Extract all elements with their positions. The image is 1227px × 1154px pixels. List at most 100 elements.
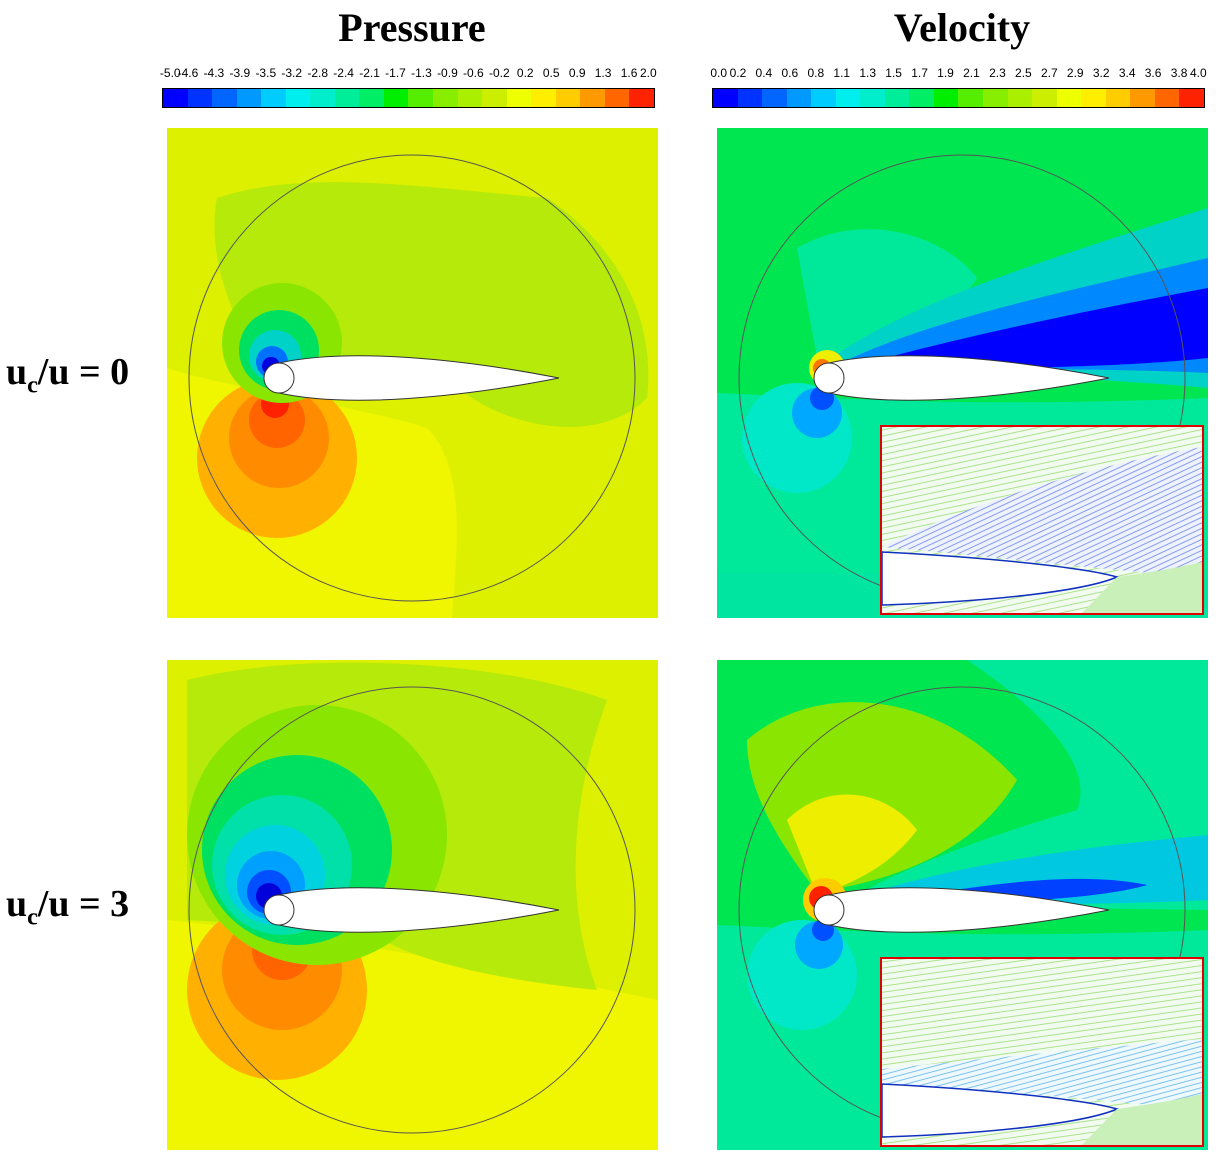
row-label-0: uc/u = 0 — [6, 350, 129, 400]
pressure-colorbar-tick-label: -2.4 — [333, 66, 354, 80]
velocity-colorbar-swatch — [1179, 89, 1204, 107]
velocity-colorbar-tick-label: 0.8 — [807, 66, 825, 80]
pressure-colorbar-tick-label: -3.5 — [255, 66, 277, 80]
velocity-colorbar-tick-label: 1.5 — [885, 66, 902, 80]
velocity-colorbar-tick-label: 0.0 — [710, 66, 728, 80]
pressure-colorbar-tick-label: -0.2 — [488, 66, 510, 80]
velocity-colorbar-tick-label: 1.7 — [911, 66, 928, 80]
velocity-colorbar-tick-label: 3.6 — [1144, 66, 1162, 80]
velocity-colorbar-swatch — [1130, 89, 1155, 107]
pressure-colorbar-swatch — [531, 89, 556, 107]
pressure-colorbar-ticks: -5.0 -4.6 -4.3 -3.9 -3.5 -3.2 -2.8 -2.4 -2.1 -1.7… — [159, 66, 657, 84]
pressure-colorbar-tick-label: 1.6 — [620, 66, 638, 80]
pressure-colorbar-tick-label: -2.8 — [307, 66, 329, 80]
row-label-3: uc/u = 3 — [6, 882, 129, 932]
velocity-colorbar-swatch — [933, 89, 959, 107]
velocity-colorbar: 0.0 0.2 0.4 0.6 0.8 1.1 1.3 1.5 1.7 1.9 2.1 2.3 2.5 2… — [710, 66, 1207, 114]
velocity-colorbar-tick-label: 3.8 — [1170, 66, 1188, 80]
row-label-rest: /u = 3 — [37, 883, 130, 925]
pressure-colorbar-swatch — [261, 89, 286, 107]
pressure-colorbar-swatch — [334, 89, 360, 107]
row-label-main: u — [6, 883, 28, 925]
velocity-colorbar-tick-label: 4.0 — [1189, 66, 1207, 80]
pressure-colorbar-swatch — [163, 89, 188, 107]
pressure-title: Pressure — [338, 5, 486, 50]
velocity-inset-row1 — [880, 957, 1204, 1147]
pressure-colorbar-tick-label: -1.3 — [411, 66, 432, 80]
velocity-colorbar-swatch — [1154, 89, 1180, 107]
row-label-main: u — [6, 351, 28, 393]
velocity-colorbar-swatch — [958, 89, 984, 107]
pressure-colorbar-swatch — [236, 89, 262, 107]
velocity-colorbar-tick-label: 2.3 — [989, 66, 1006, 80]
velocity-colorbar-swatch — [1056, 89, 1082, 107]
pressure-colorbar-tick-label: -0.6 — [463, 66, 484, 80]
velocity-colorbar-tick-label: 2.1 — [963, 66, 980, 80]
pressure-colorbar-swatch — [285, 89, 311, 107]
pressure-colorbar-tick-label: -5.0 — [159, 66, 181, 80]
pressure-colorbar-swatch — [604, 89, 630, 107]
velocity-colorbar-tick-label: 0.2 — [729, 66, 747, 80]
pressure-colorbar-swatch — [383, 89, 409, 107]
velocity-colorbar-swatch — [884, 89, 910, 107]
velocity-colorbar-tick-label: 3.4 — [1118, 66, 1136, 80]
pressure-colorbar-tick-label: 2.0 — [639, 66, 657, 80]
velocity-panel-row0 — [717, 128, 1208, 618]
velocity-colorbar-tick-label: 1.9 — [937, 66, 954, 80]
pressure-colorbar-tick-label: -1.7 — [385, 66, 406, 80]
velocity-colorbar-ticks: 0.0 0.2 0.4 0.6 0.8 1.1 1.3 1.5 1.7 1.9 2.1 2.3 2.5 2… — [710, 66, 1207, 84]
velocity-colorbar-swatch — [1032, 89, 1057, 107]
pressure-colorbar-strip — [162, 88, 655, 108]
velocity-colorbar-swatch — [860, 89, 885, 107]
pressure-colorbar-tick-label: -3.2 — [281, 66, 303, 80]
velocity-colorbar-swatch — [786, 89, 812, 107]
pressure-panel-row1 — [167, 660, 658, 1150]
velocity-colorbar-swatch — [713, 89, 738, 107]
pressure-colorbar-swatch — [408, 89, 434, 107]
pressure-colorbar-tick-label: 0.2 — [516, 66, 534, 80]
pressure-colorbar-swatch — [482, 89, 507, 107]
velocity-colorbar-swatch — [983, 89, 1008, 107]
velocity-colorbar-swatch — [811, 89, 836, 107]
pressure-colorbar-tick-label: -4.3 — [203, 66, 225, 80]
pressure-colorbar-tick-label: -0.9 — [437, 66, 458, 80]
velocity-colorbar-swatch — [762, 89, 787, 107]
velocity-inset-row0 — [880, 425, 1204, 615]
row-label-sub: c — [27, 904, 38, 931]
velocity-colorbar-swatch — [1007, 89, 1033, 107]
velocity-colorbar-swatch — [835, 89, 861, 107]
pressure-colorbar-swatch — [457, 89, 483, 107]
pressure-colorbar-swatch — [580, 89, 605, 107]
velocity-colorbar-swatch — [909, 89, 934, 107]
pressure-colorbar-tick-label: 1.3 — [594, 66, 612, 80]
pressure-colorbar-swatch — [187, 89, 213, 107]
velocity-colorbar-tick-label: 1.1 — [833, 66, 851, 80]
pressure-colorbar-tick-label: -3.9 — [229, 66, 251, 80]
pressure-colorbar-tick-label: -2.1 — [359, 66, 380, 80]
velocity-colorbar-tick-label: 2.7 — [1040, 66, 1058, 80]
pressure-colorbar-swatch — [310, 89, 335, 107]
pressure-colorbar-swatch — [629, 89, 654, 107]
velocity-colorbar-tick-label: 0.6 — [781, 66, 799, 80]
velocity-colorbar-swatch — [1105, 89, 1131, 107]
velocity-title: Velocity — [893, 5, 1031, 50]
velocity-colorbar-tick-label: 1.3 — [859, 66, 877, 80]
pressure-colorbar-tick-label: 0.9 — [568, 66, 586, 80]
pressure-colorbar-swatch — [359, 89, 384, 107]
velocity-panel-row1 — [717, 660, 1208, 1150]
velocity-colorbar-tick-label: 0.4 — [755, 66, 773, 80]
pressure-colorbar: -5.0 -4.6 -4.3 -3.9 -3.5 -3.2 -2.8 -2.4 -2.1 -1.7… — [159, 66, 657, 114]
velocity-colorbar-tick-label: 2.5 — [1015, 66, 1032, 80]
velocity-colorbar-swatch — [737, 89, 763, 107]
row-label-rest: /u = 0 — [37, 351, 130, 393]
row-label-sub: c — [27, 372, 38, 399]
pressure-colorbar-swatch — [506, 89, 532, 107]
pressure-panel-row0 — [167, 128, 658, 618]
velocity-colorbar-tick-label: 2.9 — [1066, 66, 1084, 80]
pressure-colorbar-tick-label: -4.6 — [177, 66, 199, 80]
pressure-colorbar-swatch — [555, 89, 581, 107]
velocity-colorbar-tick-label: 3.2 — [1092, 66, 1110, 80]
pressure-colorbar-swatch — [433, 89, 458, 107]
pressure-colorbar-swatch — [212, 89, 237, 107]
velocity-colorbar-swatch — [1081, 89, 1106, 107]
